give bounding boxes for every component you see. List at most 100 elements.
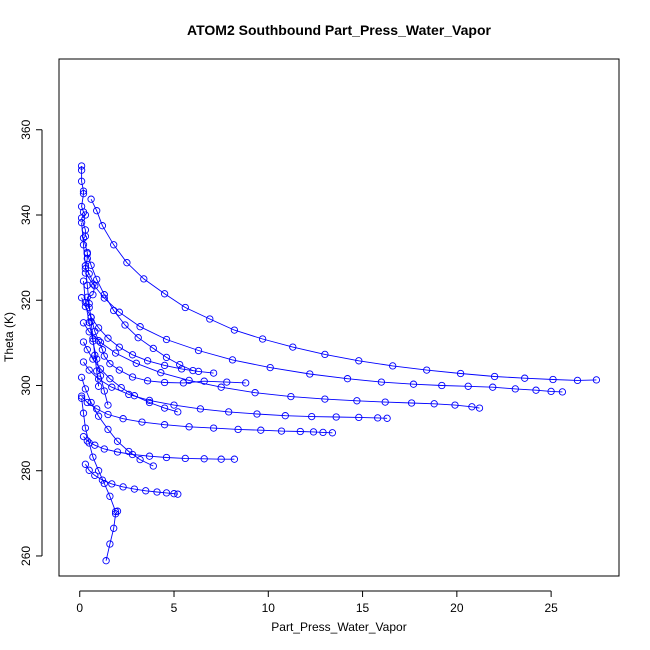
data-point bbox=[87, 398, 95, 407]
data-point bbox=[79, 358, 88, 366]
data-point bbox=[162, 453, 171, 462]
data-point bbox=[145, 452, 154, 460]
data-point bbox=[81, 232, 90, 240]
series-5 bbox=[77, 392, 337, 437]
data-point bbox=[79, 409, 88, 417]
data-point bbox=[258, 335, 267, 343]
data-point bbox=[162, 353, 171, 362]
data-point bbox=[196, 405, 205, 413]
data-point bbox=[108, 383, 116, 391]
data-point bbox=[79, 432, 88, 441]
data-point bbox=[110, 306, 118, 315]
series-1 bbox=[87, 195, 601, 385]
data-point bbox=[81, 298, 90, 307]
data-point bbox=[128, 373, 137, 381]
data-point bbox=[89, 280, 97, 288]
data-point bbox=[93, 275, 101, 284]
series-10 bbox=[83, 250, 197, 375]
data-point bbox=[475, 404, 484, 412]
data-point bbox=[160, 361, 169, 370]
series-line bbox=[105, 510, 118, 561]
data-point bbox=[234, 425, 242, 434]
data-point bbox=[77, 394, 86, 402]
data-point bbox=[85, 466, 93, 474]
data-point bbox=[89, 337, 97, 345]
data-point bbox=[100, 352, 108, 360]
data-point bbox=[104, 425, 112, 434]
data-point bbox=[130, 392, 139, 400]
data-point bbox=[143, 357, 152, 365]
series-line bbox=[85, 464, 178, 495]
data-point bbox=[223, 378, 231, 386]
series-8 bbox=[77, 394, 120, 516]
y-tick-label: 360 bbox=[19, 119, 33, 139]
series-line bbox=[83, 341, 178, 413]
data-point bbox=[100, 445, 108, 453]
data-point bbox=[113, 437, 122, 445]
data-point bbox=[194, 367, 203, 376]
series-line bbox=[81, 297, 214, 374]
data-point bbox=[115, 343, 123, 351]
data-point bbox=[136, 323, 144, 331]
series-15 bbox=[79, 277, 112, 409]
data-point bbox=[162, 335, 171, 344]
data-point bbox=[102, 557, 110, 565]
data-point bbox=[96, 338, 105, 347]
x-axis-label: Part_Press_Water_Vapor bbox=[271, 620, 406, 634]
data-point bbox=[132, 359, 140, 367]
data-point bbox=[355, 413, 363, 422]
y-tick-label: 280 bbox=[19, 460, 33, 480]
data-point bbox=[83, 254, 91, 263]
data-point bbox=[79, 241, 88, 249]
data-point bbox=[89, 355, 97, 363]
data-point bbox=[87, 195, 95, 203]
data-point bbox=[77, 177, 86, 185]
data-point bbox=[106, 375, 114, 383]
data-point bbox=[176, 360, 184, 369]
data-point bbox=[85, 318, 93, 327]
data-point bbox=[106, 540, 114, 548]
data-point bbox=[287, 392, 295, 401]
data-point bbox=[128, 351, 137, 359]
data-point bbox=[149, 344, 157, 353]
data-point bbox=[96, 372, 105, 380]
data-point bbox=[115, 366, 123, 374]
data-point bbox=[143, 377, 152, 385]
series-line bbox=[85, 272, 563, 393]
data-point bbox=[160, 290, 169, 298]
data-point bbox=[85, 366, 93, 374]
series-line bbox=[83, 322, 480, 409]
data-point bbox=[170, 490, 178, 498]
data-point bbox=[217, 383, 225, 391]
data-point bbox=[149, 462, 157, 470]
data-point bbox=[277, 427, 286, 435]
data-point bbox=[230, 455, 239, 463]
y-axis-label: Theta (K) bbox=[2, 312, 16, 362]
data-point bbox=[383, 414, 391, 422]
series-line bbox=[81, 398, 117, 512]
series-line bbox=[90, 199, 597, 381]
data-point bbox=[200, 455, 208, 463]
data-point bbox=[157, 369, 165, 377]
data-point bbox=[83, 437, 91, 445]
data-point bbox=[113, 448, 122, 456]
data-point bbox=[134, 334, 142, 342]
data-point bbox=[230, 326, 239, 334]
data-point bbox=[321, 395, 329, 403]
series-13 bbox=[77, 373, 157, 470]
series-12 bbox=[79, 338, 182, 416]
data-point bbox=[209, 424, 218, 432]
data-point bbox=[174, 408, 182, 416]
series-line bbox=[83, 436, 235, 460]
data-point bbox=[177, 365, 186, 373]
y-tick-label: 320 bbox=[19, 290, 33, 310]
data-point bbox=[110, 524, 118, 532]
data-point bbox=[79, 338, 88, 346]
plot-frame bbox=[58, 58, 620, 577]
data-point bbox=[145, 396, 154, 405]
data-point bbox=[281, 412, 289, 420]
data-point bbox=[181, 454, 189, 463]
data-point bbox=[79, 190, 88, 198]
data-point bbox=[573, 376, 582, 385]
data-point bbox=[104, 410, 112, 419]
